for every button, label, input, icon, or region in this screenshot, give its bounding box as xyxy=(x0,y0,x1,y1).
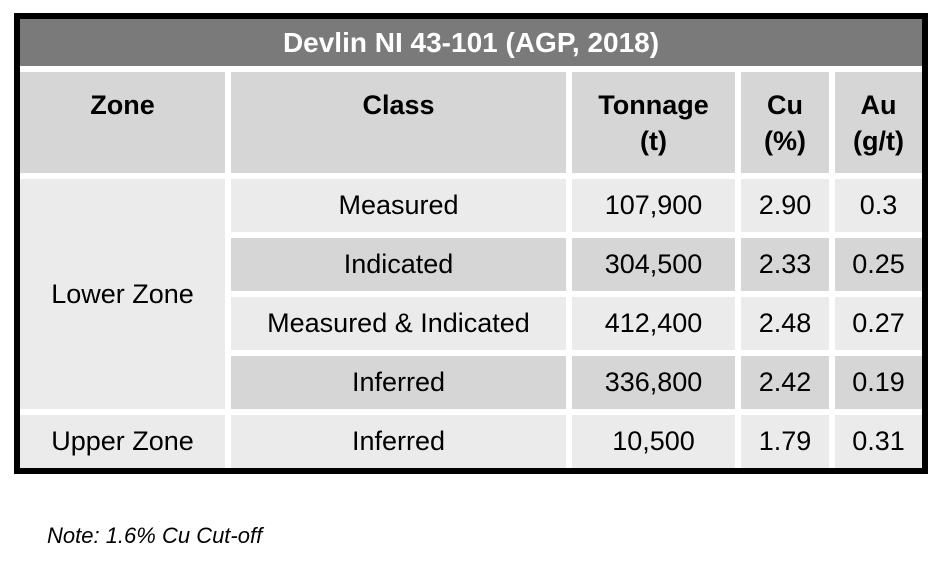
tonnage-cell: 10,500 xyxy=(572,415,735,468)
column-header-tonnage-unit: (t) xyxy=(640,126,667,156)
column-header-au-unit: (g/t) xyxy=(853,126,904,156)
cu-cell: 1.79 xyxy=(741,415,829,468)
column-header-tonnage: Tonnage (t) xyxy=(572,72,735,173)
column-header-cu-unit: (%) xyxy=(764,126,806,156)
tonnage-cell: 412,400 xyxy=(572,297,735,350)
column-header-cu: Cu (%) xyxy=(741,72,829,173)
table-title: Devlin NI 43-101 (AGP, 2018) xyxy=(20,19,922,66)
cu-cell: 2.48 xyxy=(741,297,829,350)
column-header-zone: Zone xyxy=(20,72,225,173)
au-cell: 0.27 xyxy=(835,297,922,350)
class-cell: Inferred xyxy=(231,356,566,409)
tonnage-cell: 304,500 xyxy=(572,238,735,291)
class-cell: Measured xyxy=(231,179,566,232)
zone-cell-upper: Upper Zone xyxy=(20,415,225,468)
mineral-resource-table: Devlin NI 43-101 (AGP, 2018) Zone Class … xyxy=(14,13,928,474)
footnote: Note: 1.6% Cu Cut-off xyxy=(47,523,263,548)
column-header-cu-label: Cu xyxy=(767,90,803,120)
au-cell: 0.25 xyxy=(835,238,922,291)
cu-cell: 2.33 xyxy=(741,238,829,291)
tonnage-cell: 107,900 xyxy=(572,179,735,232)
column-header-tonnage-label: Tonnage xyxy=(598,90,709,120)
class-cell: Inferred xyxy=(231,415,566,468)
cu-cell: 2.42 xyxy=(741,356,829,409)
column-header-au: Au (g/t) xyxy=(835,72,922,173)
au-cell: 0.3 xyxy=(835,179,922,232)
column-header-zone-label: Zone xyxy=(90,90,155,120)
au-cell: 0.31 xyxy=(835,415,922,468)
class-cell: Indicated xyxy=(231,238,566,291)
tonnage-cell: 336,800 xyxy=(572,356,735,409)
au-cell: 0.19 xyxy=(835,356,922,409)
column-header-au-label: Au xyxy=(860,90,897,120)
zone-cell-lower: Lower Zone xyxy=(20,179,225,409)
column-header-class: Class xyxy=(231,72,566,173)
cu-cell: 2.90 xyxy=(741,179,829,232)
class-cell: Measured & Indicated xyxy=(231,297,566,350)
column-header-class-label: Class xyxy=(362,90,435,120)
